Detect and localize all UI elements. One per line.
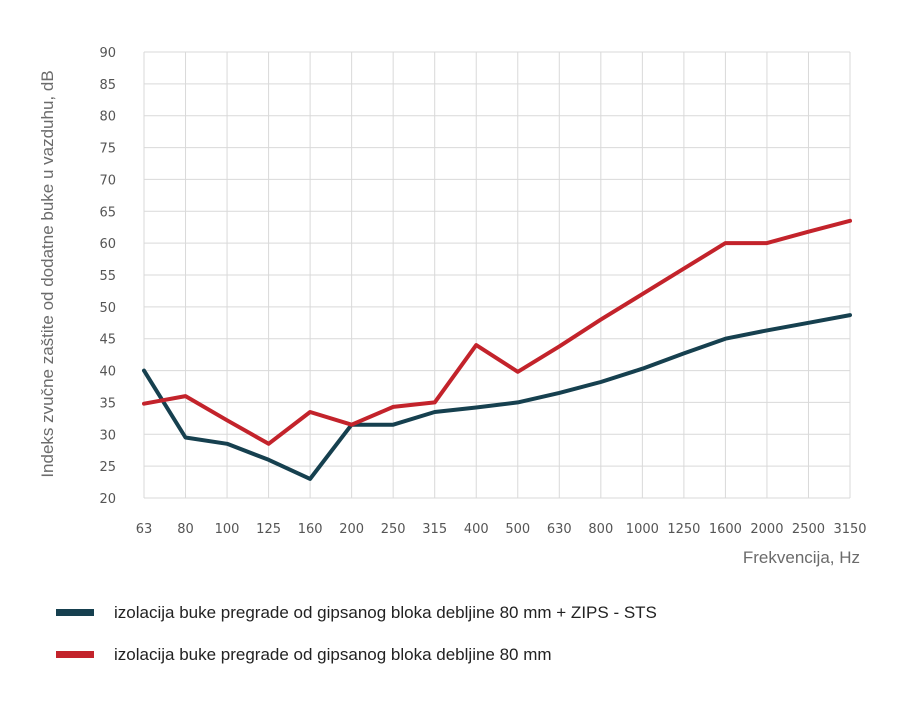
x-tick-label: 80	[177, 522, 194, 537]
grid	[143, 51, 851, 499]
y-tick-label: 65	[99, 205, 116, 220]
legend-swatch-series-2	[56, 651, 94, 658]
y-tick-label: 45	[99, 333, 116, 348]
x-tick-label: 500	[505, 522, 530, 537]
series-line-1	[142, 313, 852, 481]
x-tick-label: 125	[256, 522, 281, 537]
x-tick-label: 1600	[709, 522, 742, 537]
x-tick-label: 3150	[833, 522, 866, 537]
y-axis-ticks: 20 25 30 35 40 45 50 55 60 65 70 75 80 85 90	[99, 46, 116, 507]
x-tick-label: 63	[136, 522, 153, 537]
legend-swatch-series-1	[56, 609, 94, 616]
y-tick-label: 40	[99, 365, 116, 380]
x-axis-title: Frekvencija, Hz	[743, 548, 860, 567]
y-tick-label: 55	[99, 269, 116, 284]
legend-label-series-1: izolacija buke pregrade od gipsanog blok…	[114, 603, 657, 622]
legend-item-series-2: izolacija buke pregrade od gipsanog blok…	[56, 644, 696, 666]
y-tick-label: 30	[99, 428, 116, 443]
y-tick-label: 50	[99, 301, 116, 316]
x-tick-label: 160	[298, 522, 323, 537]
x-tick-label: 1000	[626, 522, 659, 537]
x-tick-label: 630	[547, 522, 572, 537]
series-lines	[142, 218, 852, 481]
x-tick-label: 315	[422, 522, 447, 537]
y-tick-label: 70	[99, 173, 116, 188]
y-tick-label: 75	[99, 142, 116, 157]
x-tick-label: 400	[464, 522, 489, 537]
x-tick-label: 250	[381, 522, 406, 537]
x-tick-label: 2500	[792, 522, 825, 537]
x-tick-label: 200	[339, 522, 364, 537]
y-axis-title: Indeks zvučne zaštite od dodatne buke u …	[38, 70, 57, 477]
x-axis-ticks: 63 80 100 125 160 200 250 315 400 500 630 800 1000 12…	[136, 522, 867, 537]
y-tick-label: 20	[99, 492, 116, 507]
x-tick-label: 2000	[750, 522, 783, 537]
legend-item-series-1: izolacija buke pregrade od gipsanog blok…	[56, 602, 696, 624]
legend: izolacija buke pregrade od gipsanog blok…	[56, 602, 696, 666]
y-tick-label: 90	[99, 46, 116, 61]
y-tick-label: 35	[99, 396, 116, 411]
x-tick-label: 100	[215, 522, 240, 537]
y-tick-label: 25	[99, 460, 116, 475]
legend-label-series-2: izolacija buke pregrade od gipsanog blok…	[114, 645, 552, 664]
x-tick-label: 1250	[667, 522, 700, 537]
y-tick-label: 80	[99, 110, 116, 125]
y-tick-label: 60	[99, 237, 116, 252]
x-tick-label: 800	[588, 522, 613, 537]
chart: 20 25 30 35 40 45 50 55 60 65 70 75 80 85 90 63 80 100 12…	[38, 46, 867, 567]
series-line-2	[142, 218, 852, 446]
y-tick-label: 85	[99, 78, 116, 93]
